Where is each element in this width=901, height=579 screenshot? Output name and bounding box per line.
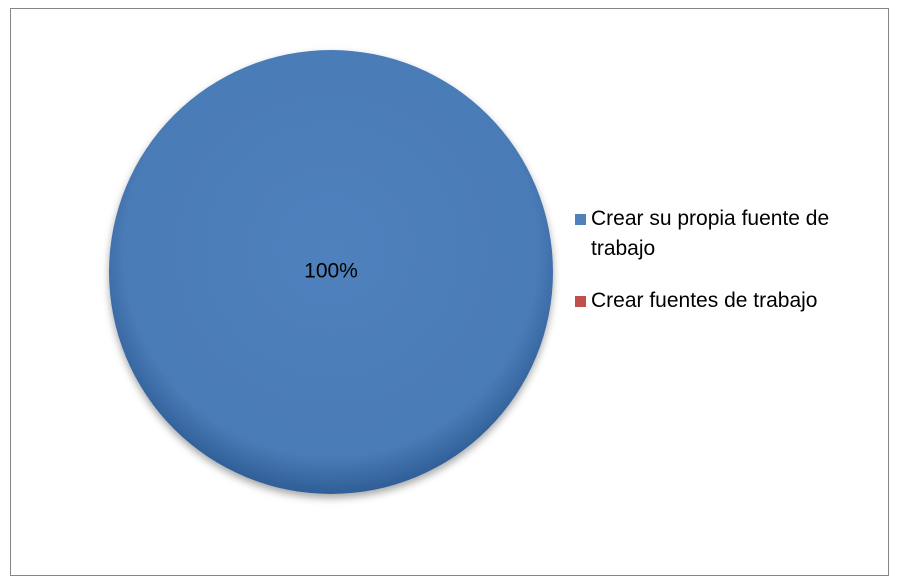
legend: Crear su propia fuente de trabajo Crear … xyxy=(575,204,885,338)
legend-item-0: Crear su propia fuente de trabajo xyxy=(575,204,885,264)
legend-label-0: Crear su propia fuente de trabajo xyxy=(591,207,830,260)
legend-label-1: Crear fuentes de trabajo xyxy=(591,289,818,312)
legend-swatch-0 xyxy=(575,214,586,225)
legend-item-1: Crear fuentes de trabajo xyxy=(575,286,885,316)
legend-swatch-1 xyxy=(575,296,586,307)
pie-slice-0 xyxy=(109,50,553,494)
data-label-0: 100% xyxy=(304,260,358,283)
